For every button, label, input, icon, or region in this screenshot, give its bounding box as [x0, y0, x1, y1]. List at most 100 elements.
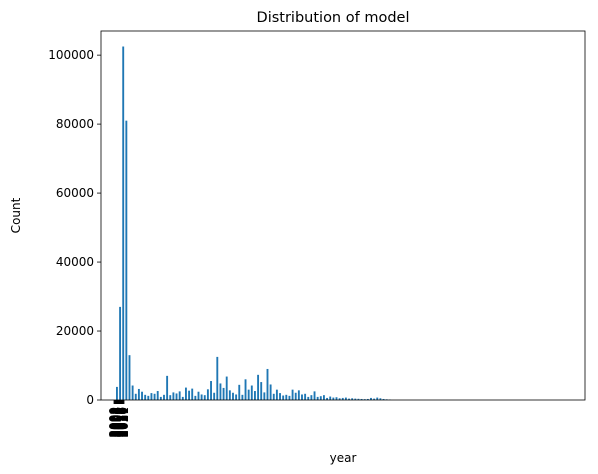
- bar-68: [329, 396, 332, 400]
- x-tick-label-3: 2003: [108, 407, 122, 438]
- bar-12: [153, 393, 156, 400]
- bar-57: [294, 392, 297, 400]
- bar-69: [332, 397, 335, 400]
- bar-43: [250, 385, 253, 400]
- bar-3: [125, 120, 128, 400]
- bar-83: [376, 397, 379, 400]
- bar-78: [360, 398, 363, 400]
- y-axis: 0 20000 40000 60000 80000 100000: [48, 48, 101, 407]
- bar-73: [344, 397, 347, 400]
- bar-30: [210, 381, 212, 400]
- bar-85: [382, 398, 385, 400]
- bar-58: [297, 390, 300, 400]
- bar-14: [159, 396, 162, 400]
- x-tick-label-12: 2012: [113, 407, 127, 438]
- bar-4: [128, 355, 131, 400]
- bar-0: [116, 386, 118, 400]
- bar-11: [150, 393, 153, 400]
- bar-51: [275, 389, 278, 400]
- bar-41: [244, 379, 247, 400]
- bar-70: [335, 397, 338, 400]
- x-tick-label-4: 2004: [109, 407, 123, 438]
- x-tick-label-8: 2008: [111, 407, 125, 438]
- bar-15: [163, 394, 165, 400]
- bar-16: [166, 375, 169, 400]
- x-axis: 2000200120022003200420052006200720082009…: [107, 400, 131, 438]
- plot-area: [116, 46, 391, 401]
- bar-36: [228, 390, 231, 400]
- bar-9: [144, 394, 147, 400]
- y-axis-label: Count: [9, 197, 23, 233]
- x-tick-label-18: 2018: [116, 407, 130, 438]
- bar-23: [188, 390, 191, 400]
- x-tick-label-9: 2009: [111, 407, 125, 438]
- bar-10: [147, 395, 150, 400]
- bar-8: [141, 391, 143, 400]
- bar-63: [313, 391, 316, 400]
- x-tick-label-14: 2014: [114, 407, 128, 438]
- x-tick-label-1: 2001: [107, 407, 121, 438]
- bar-42: [247, 389, 250, 400]
- bar-32: [216, 356, 219, 400]
- x-tick-label-0: 2000: [107, 407, 121, 438]
- bar-59: [301, 394, 303, 400]
- y-tick-label-5: 100000: [48, 48, 94, 62]
- x-axis-label: year: [330, 451, 357, 465]
- bar-80: [366, 398, 369, 400]
- bar-84: [379, 398, 382, 400]
- bar-26: [197, 391, 200, 400]
- bar-74: [348, 398, 350, 400]
- x-tick-label-13: 2013: [113, 407, 127, 438]
- bar-19: [175, 393, 178, 400]
- x-tick-label-17: 2017: [115, 407, 129, 438]
- y-tick-label-4: 80000: [56, 117, 94, 131]
- x-tick-label-19: 2019: [116, 407, 130, 438]
- x-tick-label-15: 2015: [114, 407, 128, 438]
- bar-61: [307, 396, 310, 400]
- bar-60: [304, 393, 307, 400]
- bar-54: [285, 394, 288, 400]
- y-tick-label-1: 20000: [56, 324, 94, 338]
- bar-31: [213, 392, 216, 400]
- bar-65: [319, 396, 322, 400]
- x-tick-label-10: 2010: [112, 407, 126, 438]
- x-tick-label-20: 2020: [117, 407, 131, 438]
- bar-53: [282, 395, 285, 400]
- plot-frame: [100, 30, 586, 401]
- bar-33: [219, 383, 222, 400]
- bar-13: [156, 391, 159, 400]
- chart-title: Distribution of model: [257, 10, 410, 26]
- bar-38: [235, 394, 238, 400]
- bar-40: [241, 394, 244, 400]
- bar-82: [373, 398, 376, 400]
- x-tick-label-2: 2002: [108, 407, 122, 438]
- bar-27: [200, 394, 203, 400]
- bar-62: [310, 395, 313, 400]
- bar-37: [232, 392, 234, 400]
- bar-2: [122, 46, 125, 401]
- x-tick-label-6: 2006: [110, 407, 124, 438]
- bar-64: [316, 396, 319, 400]
- x-tick-label-7: 2007: [110, 407, 124, 438]
- bar-49: [269, 384, 272, 400]
- bar-45: [257, 374, 260, 400]
- bar-48: [266, 368, 269, 400]
- bar-46: [260, 382, 263, 400]
- bar-24: [191, 388, 194, 400]
- bar-66: [323, 395, 325, 400]
- bar-20: [178, 391, 181, 400]
- y-tick-label-0: 0: [86, 393, 94, 407]
- bar-18: [172, 392, 175, 400]
- bar-22: [185, 387, 187, 400]
- bar-67: [326, 397, 329, 400]
- bar-29: [206, 389, 209, 400]
- bar-76: [354, 398, 357, 400]
- bar-21: [181, 396, 184, 400]
- bar-72: [341, 397, 344, 400]
- bar-34: [222, 387, 225, 400]
- x-tick-label-16: 2016: [115, 407, 129, 438]
- bar-7: [137, 388, 140, 400]
- bar-81: [370, 397, 372, 400]
- x-tick-label-5: 2005: [109, 407, 123, 438]
